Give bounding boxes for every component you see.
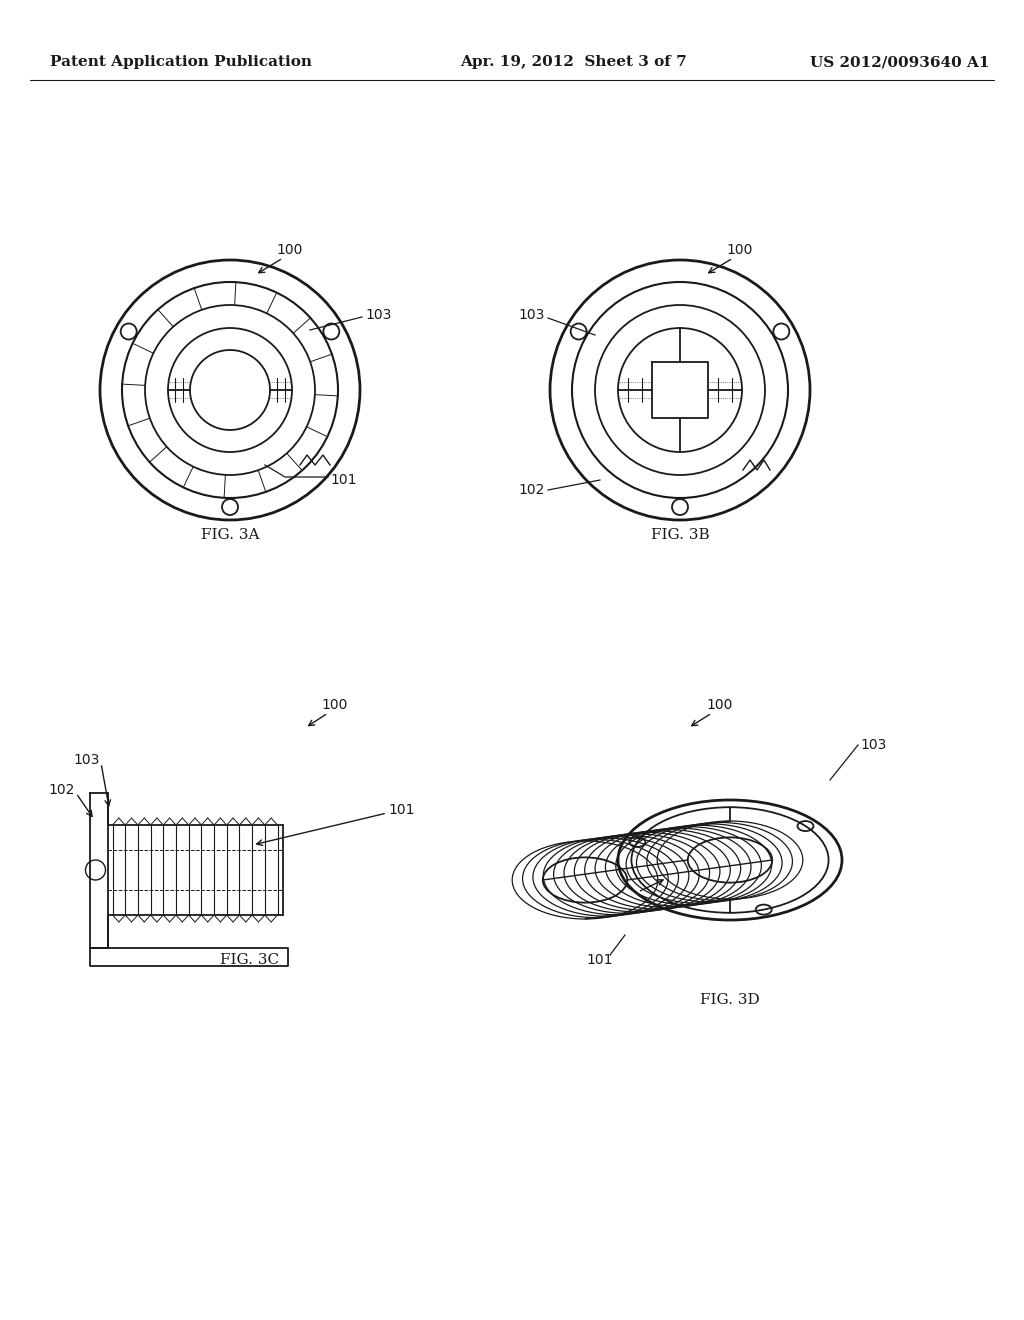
Text: 101: 101 (587, 953, 613, 968)
Text: Apr. 19, 2012  Sheet 3 of 7: Apr. 19, 2012 Sheet 3 of 7 (460, 55, 687, 69)
Text: 102: 102 (48, 783, 75, 797)
Text: 100: 100 (727, 243, 754, 257)
Text: 103: 103 (74, 752, 100, 767)
Text: 103: 103 (518, 308, 545, 322)
Text: 101: 101 (388, 803, 415, 817)
Text: FIG. 3B: FIG. 3B (650, 528, 710, 543)
Text: 103: 103 (860, 738, 887, 752)
Text: FIG. 3C: FIG. 3C (220, 953, 280, 968)
Text: 103: 103 (365, 308, 391, 322)
Text: Patent Application Publication: Patent Application Publication (50, 55, 312, 69)
Text: FIG. 3A: FIG. 3A (201, 528, 259, 543)
Text: 100: 100 (707, 698, 733, 711)
Text: FIG. 3D: FIG. 3D (700, 993, 760, 1007)
Text: US 2012/0093640 A1: US 2012/0093640 A1 (811, 55, 990, 69)
Text: 102: 102 (518, 483, 545, 498)
Text: 100: 100 (322, 698, 348, 711)
Text: 100: 100 (276, 243, 303, 257)
Text: 101: 101 (330, 473, 356, 487)
